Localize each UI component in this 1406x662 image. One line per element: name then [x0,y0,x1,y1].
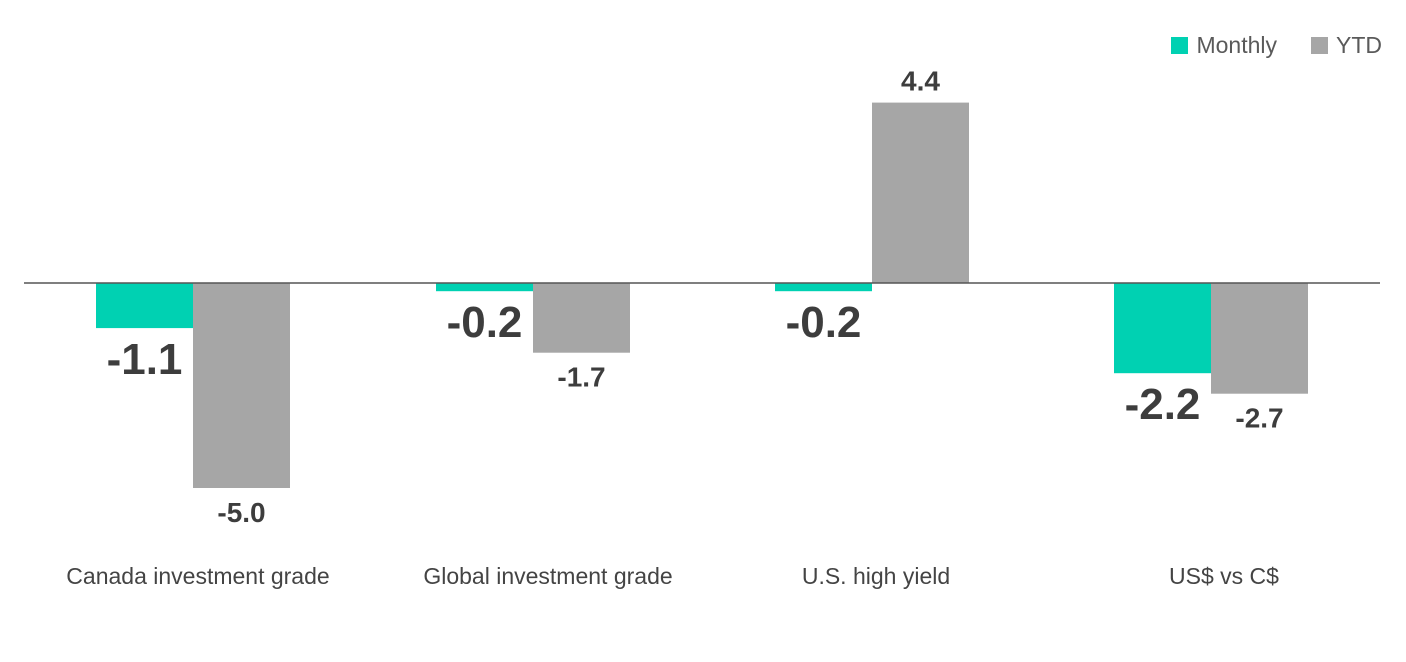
legend-label-monthly: Monthly [1196,32,1277,58]
data-label-monthly-global-investment-grade: -0.2 [447,298,523,347]
legend: Monthly YTD [1137,32,1382,59]
bar-monthly-u-s-high-yield [775,283,872,292]
category-label-us-high-yield: U.S. high yield [801,563,951,589]
data-label-ytd-us-vs-c: -2.7 [1235,403,1283,434]
bar-ytd-global-investment-grade [533,283,630,353]
bar-monthly-global-investment-grade [436,283,533,292]
legend-swatch-ytd [1311,37,1328,54]
legend-item-monthly: Monthly [1171,32,1277,59]
data-label-ytd-global-investment-grade: -1.7 [557,362,605,393]
bar-ytd-us-vs-c [1211,283,1308,394]
bar-monthly-canada-investment-grade [96,283,193,329]
legend-swatch-monthly [1171,37,1189,54]
category-label-canada-investment-grade: Canada investment grade [66,563,330,589]
bar-ytd-canada-investment-grade [193,283,290,488]
legend-label-ytd: YTD [1336,32,1382,58]
data-label-monthly-us-vs-c: -2.2 [1125,380,1201,429]
value-labels-group: -1.1 -5.0 -0.2 -1.7 -0.2 4.4 -2.2 -2.7 [107,66,1284,528]
category-label-global-investment-grade: Global investment grade [423,563,673,589]
data-label-ytd-canada-investment-grade: -5.0 [217,497,265,528]
bar-monthly-us-vs-c [1114,283,1211,374]
legend-item-ytd: YTD [1311,32,1382,59]
category-label-usd-vs-cad: US$ vs C$ [1169,563,1279,589]
data-label-ytd-u-s-high-yield: 4.4 [901,66,940,97]
bars-group [96,102,1308,488]
bar-ytd-u-s-high-yield [872,102,969,283]
data-label-monthly-canada-investment-grade: -1.1 [107,335,183,384]
data-label-monthly-u-s-high-yield: -0.2 [786,298,862,347]
